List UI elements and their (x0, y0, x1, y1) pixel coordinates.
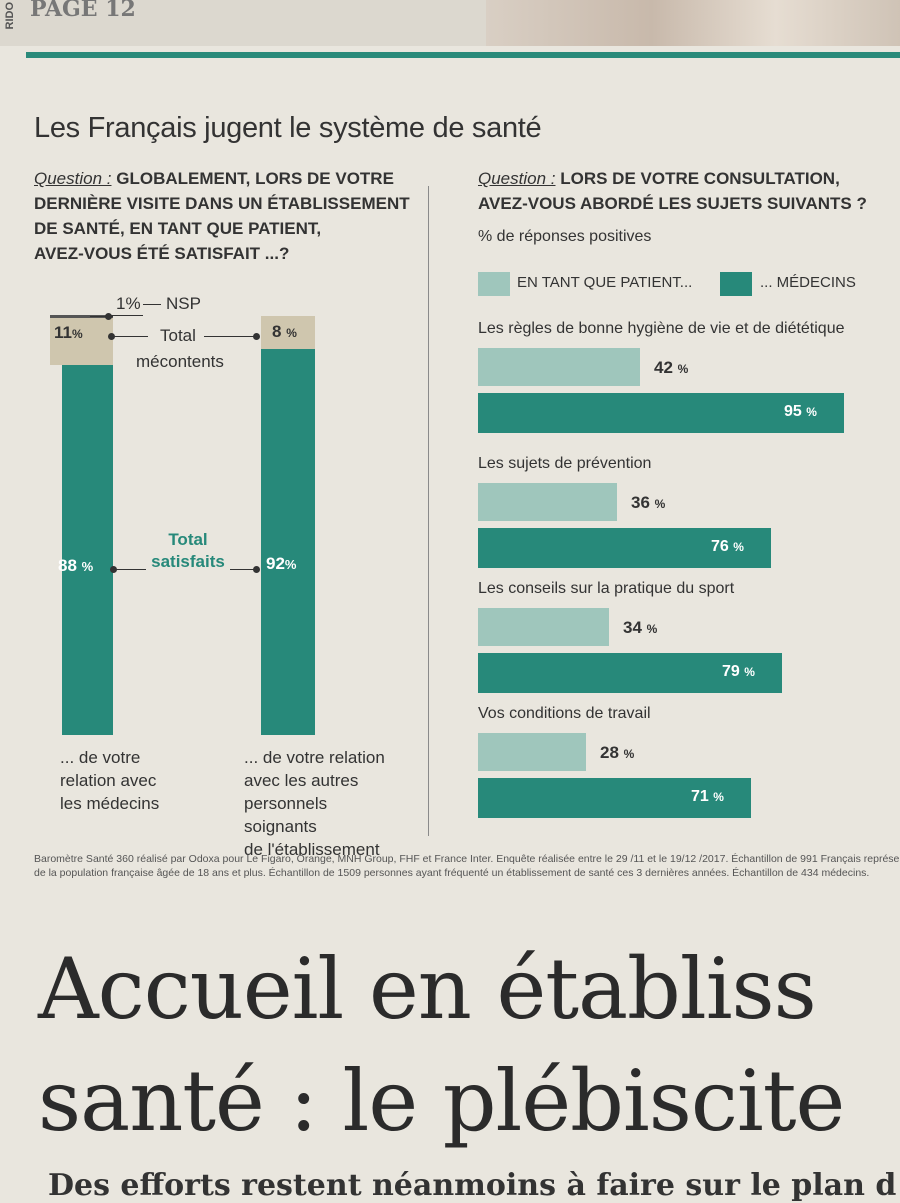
nsp-leader-1 (90, 316, 108, 317)
satisfaits-leader-right (230, 569, 254, 570)
bar1-nsp-segment (50, 315, 113, 318)
bar2-caption: ... de votre relation avec les autres pe… (244, 746, 386, 861)
legend-patient-swatch (478, 272, 510, 296)
bar2-caption-line: ... de votre relation (244, 748, 385, 767)
bar-medecins-value: 71 % (691, 788, 724, 805)
bar-medecins-value: 79 % (722, 663, 755, 680)
bar1-caption: ... de votre relation avec les médecins (60, 746, 159, 815)
mecontents-dot-right (253, 333, 260, 340)
left-question-line-4: AVEZ-VOUS ÉTÉ SATISFAIT ...? (34, 244, 290, 263)
bar-patient-value: 42 % (654, 358, 689, 377)
mecontents-leader-right (204, 336, 254, 337)
bar-medecins (478, 653, 782, 693)
left-question-prefix: Question : (34, 169, 112, 188)
footnote-line: de la population française âgée de 18 an… (34, 867, 870, 879)
nsp-label: NSP (166, 294, 201, 313)
footnote-line: Baromètre Santé 360 réalisé par Odoxa po… (34, 853, 900, 865)
bar2-sat-label: 92% (266, 554, 297, 573)
article-headline-1: Accueil en établiss (38, 940, 817, 1038)
nsp-leader-2 (108, 316, 113, 317)
bar-medecins (478, 393, 844, 433)
bar-medecins-value: 95 % (784, 403, 817, 420)
bar-patient (478, 608, 609, 646)
bar-medecins-value: 76 % (711, 538, 744, 555)
article-headline-2: santé : le plébiscite (38, 1052, 845, 1150)
bar-patient-value: 34 % (623, 618, 658, 637)
section-rule (26, 52, 900, 58)
satisfaits-leader-left (116, 569, 146, 570)
bar1-caption-line: les médecins (60, 794, 160, 813)
nsp-value: 1% (116, 294, 141, 313)
footnote: Baromètre Santé 360 réalisé par Odoxa po… (34, 852, 900, 880)
satisfaits-label-1: Total (168, 530, 208, 549)
header-photo (486, 0, 900, 46)
article-subhead: Des efforts restent néanmoins à faire su… (48, 1168, 897, 1203)
left-question-line-2: DERNIÈRE VISITE DANS UN ÉTABLISSEMENT (34, 194, 410, 213)
bar2-unsatisfied-segment (261, 316, 315, 349)
left-question: Question : GLOBALEMENT, LORS DE VOTRE DE… (34, 166, 424, 266)
bar2-caption-line: personnels soignants (244, 794, 328, 836)
legend-medecins-label: ... MÉDECINS (760, 274, 856, 291)
bar-medecins (478, 528, 771, 568)
category-label: Les sujets de prévention (478, 455, 652, 472)
right-question: Question : LORS DE VOTRE CONSULTATION, A… (478, 166, 898, 216)
left-question-line-1: GLOBALEMENT, LORS DE VOTRE (116, 169, 394, 188)
bar-patient (478, 348, 640, 386)
side-mark: RIDO (4, 2, 16, 30)
bar2-unsat-label: 8 % (272, 322, 297, 341)
nsp-underline (111, 299, 143, 316)
bar-patient (478, 483, 617, 521)
bar1-unsatisfied-segment (50, 318, 113, 365)
right-question-prefix: Question : (478, 169, 556, 188)
chart-title: Les Français jugent le système de santé (34, 112, 542, 144)
right-subtitle: % de réponses positives (478, 228, 652, 245)
bar1-unsat-label: 11% (54, 323, 83, 342)
bar2-caption-line: de l'établissement (244, 840, 380, 859)
mecontents-dot-left (108, 333, 115, 340)
bar-medecins (478, 778, 751, 818)
bar1-sat-label: 88 % (58, 556, 94, 575)
legend-medecins-swatch (720, 272, 752, 296)
bar2-satisfied-segment (261, 349, 315, 735)
mecontents-label-2: mécontents (136, 352, 224, 371)
nsp-leader-3 (143, 304, 161, 305)
satisfaits-label-2: satisfaits (151, 552, 225, 571)
category-label: Vos conditions de travail (478, 705, 651, 722)
category-label: Les règles de bonne hygiène de vie et de… (478, 320, 845, 337)
bar-patient (478, 733, 586, 771)
page-label: PAGE 12 (30, 0, 136, 22)
legend-patient-label: EN TANT QUE PATIENT... (517, 274, 693, 291)
right-question-line-2: AVEZ-VOUS ABORDÉ LES SUJETS SUIVANTS ? (478, 194, 867, 213)
bar-patient-value: 36 % (631, 493, 666, 512)
column-divider (428, 186, 429, 836)
bar1-caption-line: relation avec (60, 771, 157, 790)
bar-patient-value: 28 % (600, 743, 635, 762)
bar1-satisfied-segment (62, 365, 113, 735)
mecontents-label-1: Total (160, 326, 196, 345)
right-question-line-1: LORS DE VOTRE CONSULTATION, (560, 169, 840, 188)
mecontents-leader-left (114, 336, 148, 337)
left-question-line-3: DE SANTÉ, EN TANT QUE PATIENT, (34, 219, 322, 238)
category-label: Les conseils sur la pratique du sport (478, 580, 735, 597)
bar2-caption-line: avec les autres (244, 771, 359, 790)
satisfaits-label: Total satisfaits (138, 529, 238, 573)
satisfaits-dot-left (110, 566, 117, 573)
satisfaits-dot-right (253, 566, 260, 573)
bar1-caption-line: ... de votre (60, 748, 141, 767)
